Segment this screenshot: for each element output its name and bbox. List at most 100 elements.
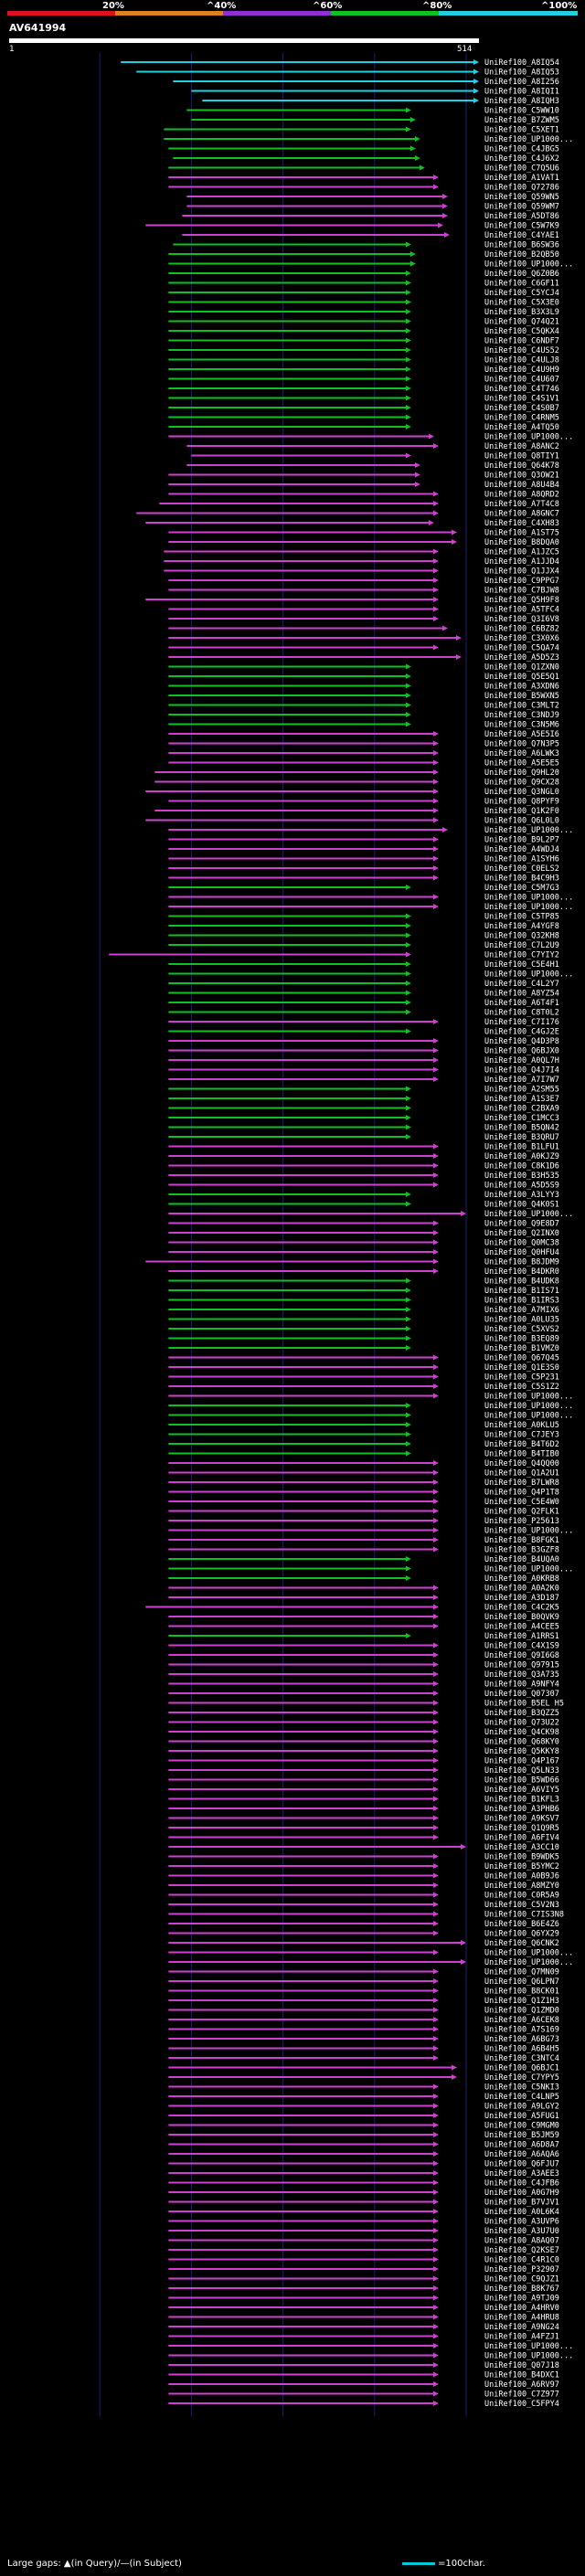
hit-label[interactable]: UniRef100_A5FUG1 — [484, 2112, 559, 2121]
hit-label[interactable]: UniRef100_A8GNC7 — [484, 510, 559, 519]
hit-label[interactable]: UniRef100_A0KRB8 — [484, 1574, 559, 1584]
hit-row[interactable]: UniRef100_A3AEE3 — [168, 2169, 559, 2178]
hit-row[interactable]: UniRef100_A6T4F1 — [168, 999, 559, 1008]
hit-label[interactable]: UniRef100_C5P231 — [484, 1373, 559, 1383]
hit-row[interactable]: UniRef100_P32907 — [168, 2265, 559, 2274]
hit-label[interactable]: UniRef100_B3H535 — [484, 1171, 559, 1181]
hit-row[interactable]: UniRef100_UP1000... — [168, 970, 573, 980]
hit-row[interactable]: UniRef100_C4X1S9 — [168, 1642, 559, 1651]
hit-label[interactable]: UniRef100_A3LYY3 — [484, 1191, 559, 1200]
hit-label[interactable]: UniRef100_Q1ZXN0 — [484, 663, 559, 673]
hit-row[interactable]: UniRef100_A5FUG1 — [168, 2112, 559, 2121]
hit-row[interactable]: UniRef100_A7S169 — [168, 2026, 559, 2035]
hit-row[interactable]: UniRef100_A7I7W7 — [168, 1076, 559, 1085]
hit-row[interactable]: UniRef100_C4S1V1 — [168, 395, 559, 404]
hit-row[interactable]: UniRef100_Q72786 — [168, 184, 559, 193]
hit-row[interactable]: UniRef100_A8IQ54 — [121, 58, 559, 68]
hit-label[interactable]: UniRef100_C5WW10 — [484, 107, 559, 116]
hit-label[interactable]: UniRef100_B0QVK9 — [484, 1613, 559, 1622]
hit-row[interactable]: UniRef100_Q68KY0 — [168, 1738, 559, 1747]
hit-label[interactable]: UniRef100_Q9I6G8 — [484, 1651, 559, 1660]
hit-row[interactable]: UniRef100_A0KRB8 — [168, 1574, 559, 1584]
hit-label[interactable]: UniRef100_B5WD66 — [484, 1776, 559, 1786]
hit-label[interactable]: UniRef100_A0KLU5 — [484, 1421, 559, 1430]
hit-label[interactable]: UniRef100_A6LWK3 — [484, 749, 559, 758]
hit-row[interactable]: UniRef100_UP1000... — [164, 135, 573, 144]
hit-row[interactable]: UniRef100_C5XET1 — [164, 126, 559, 135]
hit-label[interactable]: UniRef100_C5NKI3 — [484, 2083, 559, 2093]
hit-row[interactable]: UniRef100_C5S1Z2 — [168, 1383, 559, 1392]
hit-row[interactable]: UniRef100_C5E4W0 — [168, 1498, 559, 1507]
hit-label[interactable]: UniRef100_UP1000... — [484, 2342, 573, 2351]
hit-label[interactable]: UniRef100_Q67Q45 — [484, 1354, 559, 1363]
hit-row[interactable]: UniRef100_C5QA74 — [168, 644, 559, 653]
hit-label[interactable]: UniRef100_A7S169 — [484, 2026, 559, 2035]
hit-label[interactable]: UniRef100_B4DXC1 — [484, 2371, 559, 2380]
hit-label[interactable]: UniRef100_C7I176 — [484, 1018, 559, 1027]
hit-label[interactable]: UniRef100_C5E4W0 — [484, 1498, 559, 1507]
hit-row[interactable]: UniRef100_A6VIY5 — [168, 1786, 559, 1795]
hit-label[interactable]: UniRef100_Q2FLK1 — [484, 1508, 559, 1517]
hit-label[interactable]: UniRef100_B3QZZ5 — [484, 1709, 559, 1718]
hit-label[interactable]: UniRef100_Q32KH8 — [484, 932, 559, 941]
hit-row[interactable]: UniRef100_Q1ZMD0 — [168, 2007, 559, 2016]
hit-label[interactable]: UniRef100_C8T0L2 — [484, 1009, 559, 1018]
hit-label[interactable]: UniRef100_UP1000... — [484, 894, 573, 903]
hit-label[interactable]: UniRef100_C8K1D6 — [484, 1162, 559, 1171]
hit-row[interactable]: UniRef100_UP1000... — [168, 2342, 573, 2351]
hit-label[interactable]: UniRef100_B9L2P7 — [484, 836, 559, 845]
hit-label[interactable]: UniRef100_A3PHB6 — [484, 1805, 559, 1814]
hit-row[interactable]: UniRef100_A5D5S9 — [168, 1182, 559, 1191]
hit-row[interactable]: UniRef100_B5WXN5 — [168, 692, 559, 701]
hit-label[interactable]: UniRef100_B1IRS3 — [484, 1297, 559, 1306]
hit-row[interactable]: UniRef100_UP1000... — [168, 903, 573, 912]
hit-row[interactable]: UniRef100_B5JM59 — [168, 2131, 559, 2140]
hit-label[interactable]: UniRef100_C9MGM0 — [484, 2122, 559, 2131]
hit-row[interactable]: UniRef100_C4LNP5 — [168, 2093, 559, 2102]
hit-label[interactable]: UniRef100_C4XH83 — [484, 519, 559, 528]
hit-row[interactable]: UniRef100_B8K767 — [168, 2284, 559, 2294]
hit-label[interactable]: UniRef100_A9LGY2 — [484, 2103, 559, 2112]
hit-row[interactable]: UniRef100_B8DQA0 — [168, 538, 559, 547]
hit-label[interactable]: UniRef100_A8IQH3 — [484, 97, 559, 106]
hit-row[interactable]: UniRef100_Q5E5Q1 — [168, 673, 559, 682]
hit-row[interactable]: UniRef100_C9PPG7 — [168, 577, 559, 586]
hit-label[interactable]: UniRef100_A0L6K4 — [484, 2208, 559, 2217]
hit-row[interactable]: UniRef100_A9LGY2 — [168, 2103, 559, 2112]
hit-row[interactable]: UniRef100_Q59WN5 — [186, 193, 559, 202]
hit-label[interactable]: UniRef100_Q5LN33 — [484, 1766, 559, 1776]
hit-label[interactable]: UniRef100_C4JFB6 — [484, 2179, 559, 2189]
hit-label[interactable]: UniRef100_A0A2K0 — [484, 1585, 559, 1594]
hit-label[interactable]: UniRef100_B7ZWM5 — [484, 116, 559, 125]
hit-row[interactable]: UniRef100_A0QL7H — [168, 1056, 559, 1065]
hit-label[interactable]: UniRef100_C5V2N3 — [484, 1901, 559, 1910]
hit-label[interactable]: UniRef100_C7YIY2 — [484, 951, 559, 960]
hit-label[interactable]: UniRef100_Q6YX29 — [484, 1930, 559, 1939]
hit-label[interactable]: UniRef100_A4CEE5 — [484, 1623, 559, 1632]
hit-row[interactable]: UniRef100_Q4J7I4 — [168, 1066, 559, 1076]
hit-row[interactable]: UniRef100_A6B4H5 — [168, 2045, 559, 2054]
hit-label[interactable]: UniRef100_Q2KSE7 — [484, 2246, 559, 2255]
hit-label[interactable]: UniRef100_B5WXN5 — [484, 692, 559, 701]
hit-label[interactable]: UniRef100_A5E5I6 — [484, 730, 559, 739]
hit-row[interactable]: UniRef100_C1MCC3 — [168, 1114, 559, 1123]
hit-row[interactable]: UniRef100_C5XVS2 — [168, 1325, 559, 1334]
hit-label[interactable]: UniRef100_A1RRS1 — [484, 1632, 559, 1641]
hit-row[interactable]: UniRef100_UP1000... — [168, 1527, 573, 1536]
hit-row[interactable]: UniRef100_C6GF11 — [168, 280, 559, 289]
hit-label[interactable]: UniRef100_B1LFU1 — [484, 1143, 559, 1152]
hit-label[interactable]: UniRef100_C3NTC4 — [484, 2054, 559, 2063]
hit-label[interactable]: UniRef100_C5W7K9 — [484, 222, 559, 231]
hit-row[interactable]: UniRef100_UP1000... — [168, 1412, 573, 1421]
hit-label[interactable]: UniRef100_C5TP85 — [484, 913, 559, 922]
hit-row[interactable]: UniRef100_B3X3L9 — [168, 308, 559, 317]
hit-row[interactable]: UniRef100_C3NDJ9 — [168, 711, 559, 720]
hit-label[interactable]: UniRef100_C5X3E0 — [484, 299, 559, 308]
hit-label[interactable]: UniRef100_C4US52 — [484, 346, 559, 355]
hit-row[interactable]: UniRef100_C5QKX4 — [168, 327, 559, 336]
hit-row[interactable]: UniRef100_A5TFC4 — [168, 606, 559, 615]
hit-label[interactable]: UniRef100_Q6FJU7 — [484, 2160, 559, 2169]
hit-label[interactable]: UniRef100_A5E5E5 — [484, 759, 559, 769]
hit-label[interactable]: UniRef100_C4R1C0 — [484, 2256, 559, 2265]
hit-label[interactable]: UniRef100_C5FPY4 — [484, 2400, 559, 2409]
